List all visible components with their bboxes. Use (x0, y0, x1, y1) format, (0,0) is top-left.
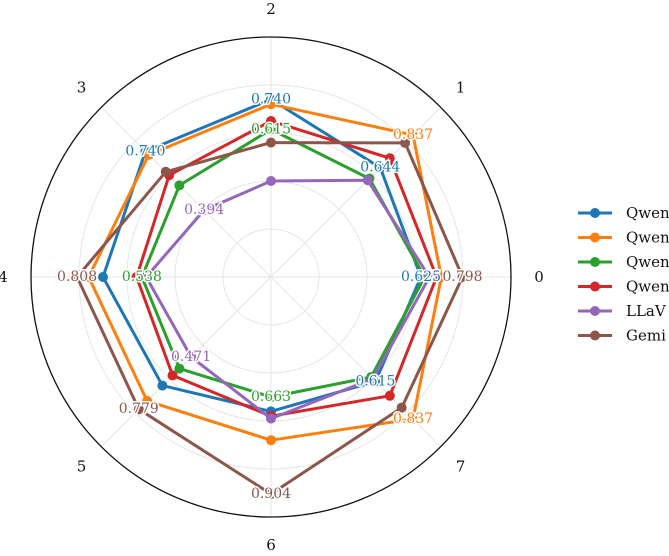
series-4-point-2 (266, 176, 276, 186)
value-label-1: 0.644 (360, 160, 400, 176)
series-2-point-2 (266, 124, 276, 135)
series-2-point-6 (266, 392, 276, 402)
axis-label-6: 6 (266, 536, 276, 554)
series-4-point-6 (266, 413, 276, 424)
series-5-point-7 (396, 402, 407, 413)
series-5-point-6 (266, 488, 276, 499)
legend-label-5: Gemi (626, 327, 666, 345)
value-label-5: 0.837 (393, 127, 433, 143)
series-5-point-1 (400, 137, 411, 148)
legend-label-0: Qwen (626, 204, 669, 222)
series-4-point-3 (199, 205, 210, 216)
legend-swatch-marker-1 (590, 232, 600, 243)
series-2-point-5 (174, 363, 185, 374)
series-1-point-2 (266, 99, 276, 110)
series-3-point-4 (131, 272, 142, 282)
grid-spoke-3 (100, 106, 272, 278)
legend-entry-2: Qwen (578, 253, 669, 271)
series-1 (83, 99, 447, 446)
legend-swatch-marker-5 (590, 330, 600, 341)
series-4-point-4 (141, 272, 152, 282)
series-4-point-7 (367, 373, 378, 384)
value-label-4: 0.615 (355, 373, 395, 389)
series-4 (141, 175, 435, 424)
value-label-0: 0.625 (401, 269, 441, 285)
series-5-point-2 (266, 137, 276, 148)
series-1-point-5 (142, 395, 153, 406)
legend-label-1: Qwen (626, 229, 669, 247)
legend-entry-1: Qwen (578, 229, 669, 247)
grid-spoke-5 (100, 276, 272, 448)
axis-labels: 0 1 2 3 4 5 6 7 (0, 0, 544, 554)
value-label-13: 0.808 (57, 269, 97, 285)
series-group (72, 94, 468, 499)
value-labels: 0.625 0.644 0.740 0.740 0.615 0.837 0.837 0.615… (56, 90, 485, 504)
series-5-point-5 (133, 404, 144, 415)
series-3-point-2 (266, 116, 276, 126)
series-5-point-0 (457, 272, 468, 282)
axis-label-1: 1 (456, 78, 466, 96)
series-1-point-7 (408, 414, 419, 425)
series-3-point-0 (431, 272, 442, 282)
value-label-15: 0.904 (251, 486, 291, 502)
legend-swatch-marker-3 (590, 281, 600, 292)
series-5-point-4 (72, 272, 83, 282)
legend-label-3: Qwen (626, 278, 669, 296)
axis-label-3: 3 (77, 78, 87, 96)
value-label-12: 0.798 (442, 269, 482, 285)
series-3-point-5 (167, 370, 178, 381)
axis-label-0: 0 (534, 268, 544, 286)
series-2-point-3 (174, 180, 185, 191)
series-0-point-5 (157, 380, 168, 391)
legend-swatch-marker-2 (590, 257, 600, 267)
value-label-14: 0.779 (119, 401, 159, 417)
series-4-point-0 (424, 272, 435, 282)
value-label-3: 0.740 (125, 143, 165, 159)
series-1-point-1 (408, 129, 419, 140)
value-label-6: 0.837 (393, 411, 433, 427)
legend-entry-5: Gemi (578, 327, 666, 345)
value-label-9: 0.663 (251, 389, 291, 405)
legend-label-2: Qwen (626, 253, 669, 271)
value-label-11: 0.471 (171, 349, 211, 365)
series-4-point-5 (186, 351, 197, 362)
axis-label-4: 4 (0, 268, 8, 286)
series-0-point-1 (375, 162, 386, 173)
legend: Qwen Qwen Qwen Qwen LLaV Gemi (578, 204, 669, 345)
series-4-point-1 (362, 175, 373, 186)
legend-swatch-marker-0 (590, 208, 600, 218)
series-3-point-1 (384, 153, 395, 164)
axis-label-2: 2 (266, 0, 276, 18)
legend-label-4: LLaV (626, 302, 667, 320)
series-5 (72, 137, 468, 499)
legend-swatch-marker-4 (590, 306, 600, 316)
value-label-7: 0.615 (251, 121, 291, 137)
value-label-8: 0.538 (122, 269, 162, 285)
outer-ring (30, 36, 512, 518)
series-1-point-4 (83, 272, 94, 282)
legend-entry-3: Qwen (578, 278, 669, 296)
series-1-point-3 (143, 149, 154, 160)
series-5-point-3 (160, 166, 171, 177)
series-0-point-4 (98, 272, 108, 282)
series-1-point-6 (266, 435, 276, 446)
legend-entry-0: Qwen (578, 204, 669, 222)
axis-label-5: 5 (77, 458, 87, 476)
series-3-point-7 (384, 390, 395, 401)
value-label-10: 0.394 (184, 202, 224, 218)
axis-label-7: 7 (456, 458, 466, 476)
value-label-2: 0.740 (251, 91, 291, 107)
legend-entry-4: LLaV (578, 302, 667, 320)
